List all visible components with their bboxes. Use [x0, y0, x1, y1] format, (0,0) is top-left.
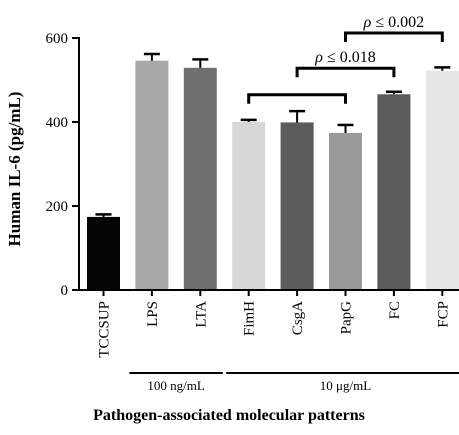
x-tick-label: TCCSUP	[97, 301, 113, 358]
y-ticks: 0 200 400 600	[46, 31, 79, 299]
group-brackets: 100 ng/mL 10 μg/mL	[129, 372, 459, 393]
x-tick-label: FCP	[435, 301, 451, 328]
x-tick-label: LPS	[145, 301, 161, 327]
axes	[78, 37, 459, 291]
y-axis-title: Human IL-6 (pg/mL)	[5, 92, 24, 247]
bar-fcp	[425, 70, 459, 290]
bar-lta	[183, 67, 217, 290]
bar-csga	[280, 122, 314, 290]
significance-brackets: ρ ≤ 0.018 ρ ≤ 0.002	[247, 14, 444, 104]
y-tick-label: 200	[46, 199, 69, 215]
x-axis-title: Pathogen-associated molecular patterns	[93, 407, 365, 424]
x-tick-labels: TCCSUP LPS LTA FimH CsgA PapG FC FCP	[97, 290, 451, 358]
x-tick-label: CsgA	[290, 301, 306, 335]
x-tick-label: PapG	[339, 301, 355, 335]
x-tick-label: LTA	[193, 301, 209, 328]
x-tick-label: FimH	[242, 301, 258, 336]
bar-fimh	[232, 122, 266, 290]
bars	[87, 52, 459, 291]
bar-tccsup	[87, 216, 120, 290]
bar-lps	[135, 60, 169, 291]
group-label: 10 μg/mL	[320, 378, 371, 393]
y-tick-label: 400	[46, 115, 69, 131]
p-value-label: ρ ≤ 0.002	[363, 14, 424, 31]
y-tick-label: 0	[61, 283, 69, 299]
significance-bracket	[344, 31, 444, 42]
y-tick-label: 600	[46, 31, 69, 47]
p-value-label: ρ ≤ 0.018	[314, 49, 375, 66]
group-label: 100 ng/mL	[147, 378, 204, 393]
x-tick-label: FC	[387, 301, 403, 319]
significance-bracket	[247, 93, 347, 104]
bar-papg	[329, 132, 362, 290]
bar-fc	[377, 94, 411, 290]
significance-bracket	[295, 66, 396, 78]
